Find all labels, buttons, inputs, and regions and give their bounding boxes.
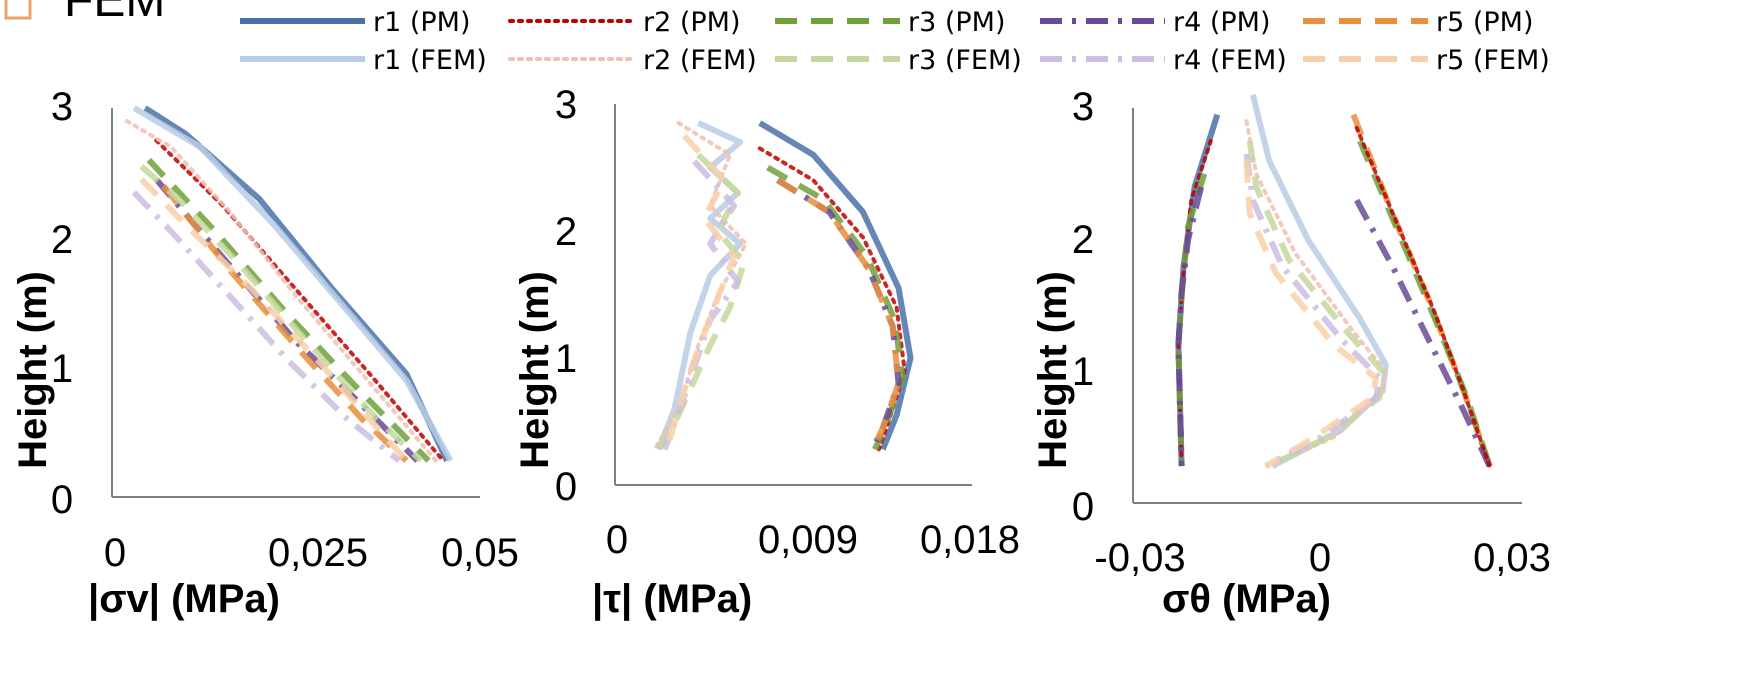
y-tick-label: 0 (1072, 485, 1094, 529)
legend-label: r4 (PM) (1173, 7, 1271, 38)
series-line (663, 133, 737, 451)
x-tick-label: -0,03 (1094, 536, 1185, 580)
x-tick-label: 0 (606, 518, 628, 562)
y-tick-label: 0 (555, 465, 577, 509)
legend-label: r3 (PM) (908, 7, 1006, 38)
series-line (1246, 140, 1386, 469)
series-line (153, 177, 420, 463)
corner-legend: FEM (4, 0, 165, 27)
series-line (776, 177, 902, 451)
series-line (1243, 160, 1380, 469)
chart-panel-2: 0 1 2 3 0 0,009 0,018 |τ| (MPa) Height (m) (513, 83, 1020, 621)
legend-entry: r4 (PM) (1040, 7, 1271, 38)
legend-label: r2 (PM) (643, 7, 741, 38)
y-tick-label: 2 (1072, 218, 1094, 262)
legend-entry: r2 (FEM) (508, 45, 757, 76)
series-line (124, 119, 438, 463)
y-tick-label: 3 (51, 85, 73, 129)
corner-legend-swatch (4, 0, 32, 20)
legend-entry: r1 (FEM) (240, 45, 487, 76)
y-axis-title: Height (m) (513, 271, 557, 469)
series-line (1243, 153, 1383, 469)
y-axis-title: Height (m) (11, 271, 55, 469)
y-tick-label: 0 (51, 478, 73, 522)
legend-label: r3 (FEM) (908, 45, 1022, 76)
legend: r1 (PM) r2 (PM) r3 (PM) r4 (PM) r5 (PM) r1 (F… (240, 7, 1550, 76)
y-tick-label: 3 (555, 83, 577, 127)
x-tick-label: 0,009 (758, 518, 858, 562)
legend-entry: r3 (FEM) (775, 45, 1022, 76)
series-line (655, 120, 743, 451)
x-axis-title: |σv| (MPa) (88, 577, 280, 621)
y-tick-label: 3 (1072, 85, 1094, 129)
x-axis-title: |τ| (MPa) (592, 577, 752, 621)
y-tick-label: 1 (51, 347, 73, 391)
legend-label: r1 (PM) (373, 7, 471, 38)
series-line (161, 183, 409, 463)
chart-panel-1: 0 1 2 3 0 0,025 0,05 |σv| (MPa) Height (m) (11, 85, 519, 621)
y-tick-label: 2 (51, 218, 73, 262)
x-tick-label: 0 (104, 531, 126, 575)
series-line (1175, 186, 1205, 467)
legend-entry: r2 (PM) (508, 7, 741, 38)
corner-legend-label: FEM (64, 0, 165, 27)
legend-label: r5 (PM) (1436, 7, 1534, 38)
legend-entry: r5 (PM) (1303, 7, 1534, 38)
legend-entry: r1 (PM) (240, 7, 471, 38)
x-tick-label: 0,018 (920, 518, 1020, 562)
series-line (758, 120, 914, 451)
x-tick-label: 0,025 (268, 531, 368, 575)
x-tick-label: 0 (1309, 536, 1331, 580)
legend-entry: r5 (FEM) (1303, 45, 1550, 76)
legend-label: r4 (FEM) (1173, 45, 1287, 76)
series-line (1354, 198, 1493, 468)
x-tick-label: 0,03 (1473, 536, 1551, 580)
x-tick-label: 0,05 (441, 531, 519, 575)
legend-entry: r4 (FEM) (1040, 45, 1287, 76)
series-line (143, 105, 450, 462)
y-tick-label: 1 (1072, 350, 1094, 394)
series-line (131, 190, 401, 464)
y-tick-label: 1 (555, 337, 577, 381)
x-axis-title: σθ (MPa) (1162, 577, 1331, 621)
series-line (154, 138, 446, 463)
legend-entry: r3 (PM) (775, 7, 1006, 38)
y-axis-title: Height (m) (1031, 271, 1075, 469)
series-line (1244, 119, 1388, 469)
series-line (139, 164, 424, 463)
y-tick-label: 2 (555, 210, 577, 254)
series-line (1354, 125, 1492, 469)
series-line (139, 177, 409, 463)
series-line (132, 105, 454, 463)
legend-label: r5 (FEM) (1436, 45, 1550, 76)
series-line (146, 157, 431, 463)
legend-label: r2 (FEM) (643, 45, 757, 76)
legend-label: r1 (FEM) (373, 45, 487, 76)
